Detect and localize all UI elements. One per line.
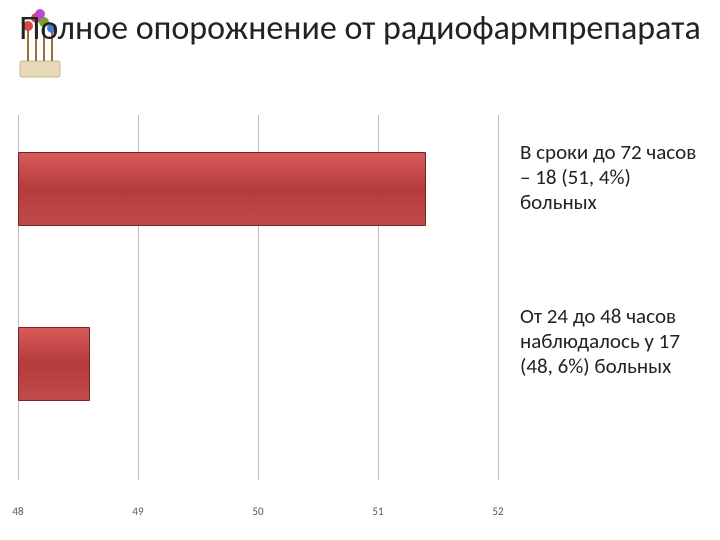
x-tick-label: 50 bbox=[252, 505, 263, 518]
annotations: В сроки до 72 часов – 18 (51, 4%) больны… bbox=[520, 140, 710, 469]
gridline bbox=[498, 115, 499, 480]
bar-series-0 bbox=[18, 152, 426, 226]
x-tick-label: 52 bbox=[492, 505, 503, 518]
slide: Полное опорожнение от радиофармпрепарата… bbox=[0, 0, 720, 540]
x-tick-label: 51 bbox=[372, 505, 383, 518]
annotation-1: В сроки до 72 часов – 18 (51, 4%) больны… bbox=[520, 140, 710, 214]
annotation-2: От 24 до 48 часов наблюдалось у 17 (48, … bbox=[520, 304, 710, 378]
x-axis-ticks: 4849505152 bbox=[18, 480, 498, 520]
x-tick-label: 48 bbox=[12, 505, 23, 518]
x-tick-label: 49 bbox=[132, 505, 143, 518]
plot-area bbox=[18, 115, 498, 480]
bar-series-1 bbox=[18, 327, 90, 401]
bar-chart: 4849505152 bbox=[18, 115, 498, 510]
page-title: Полное опорожнение от радиофармпрепарата bbox=[0, 10, 720, 47]
